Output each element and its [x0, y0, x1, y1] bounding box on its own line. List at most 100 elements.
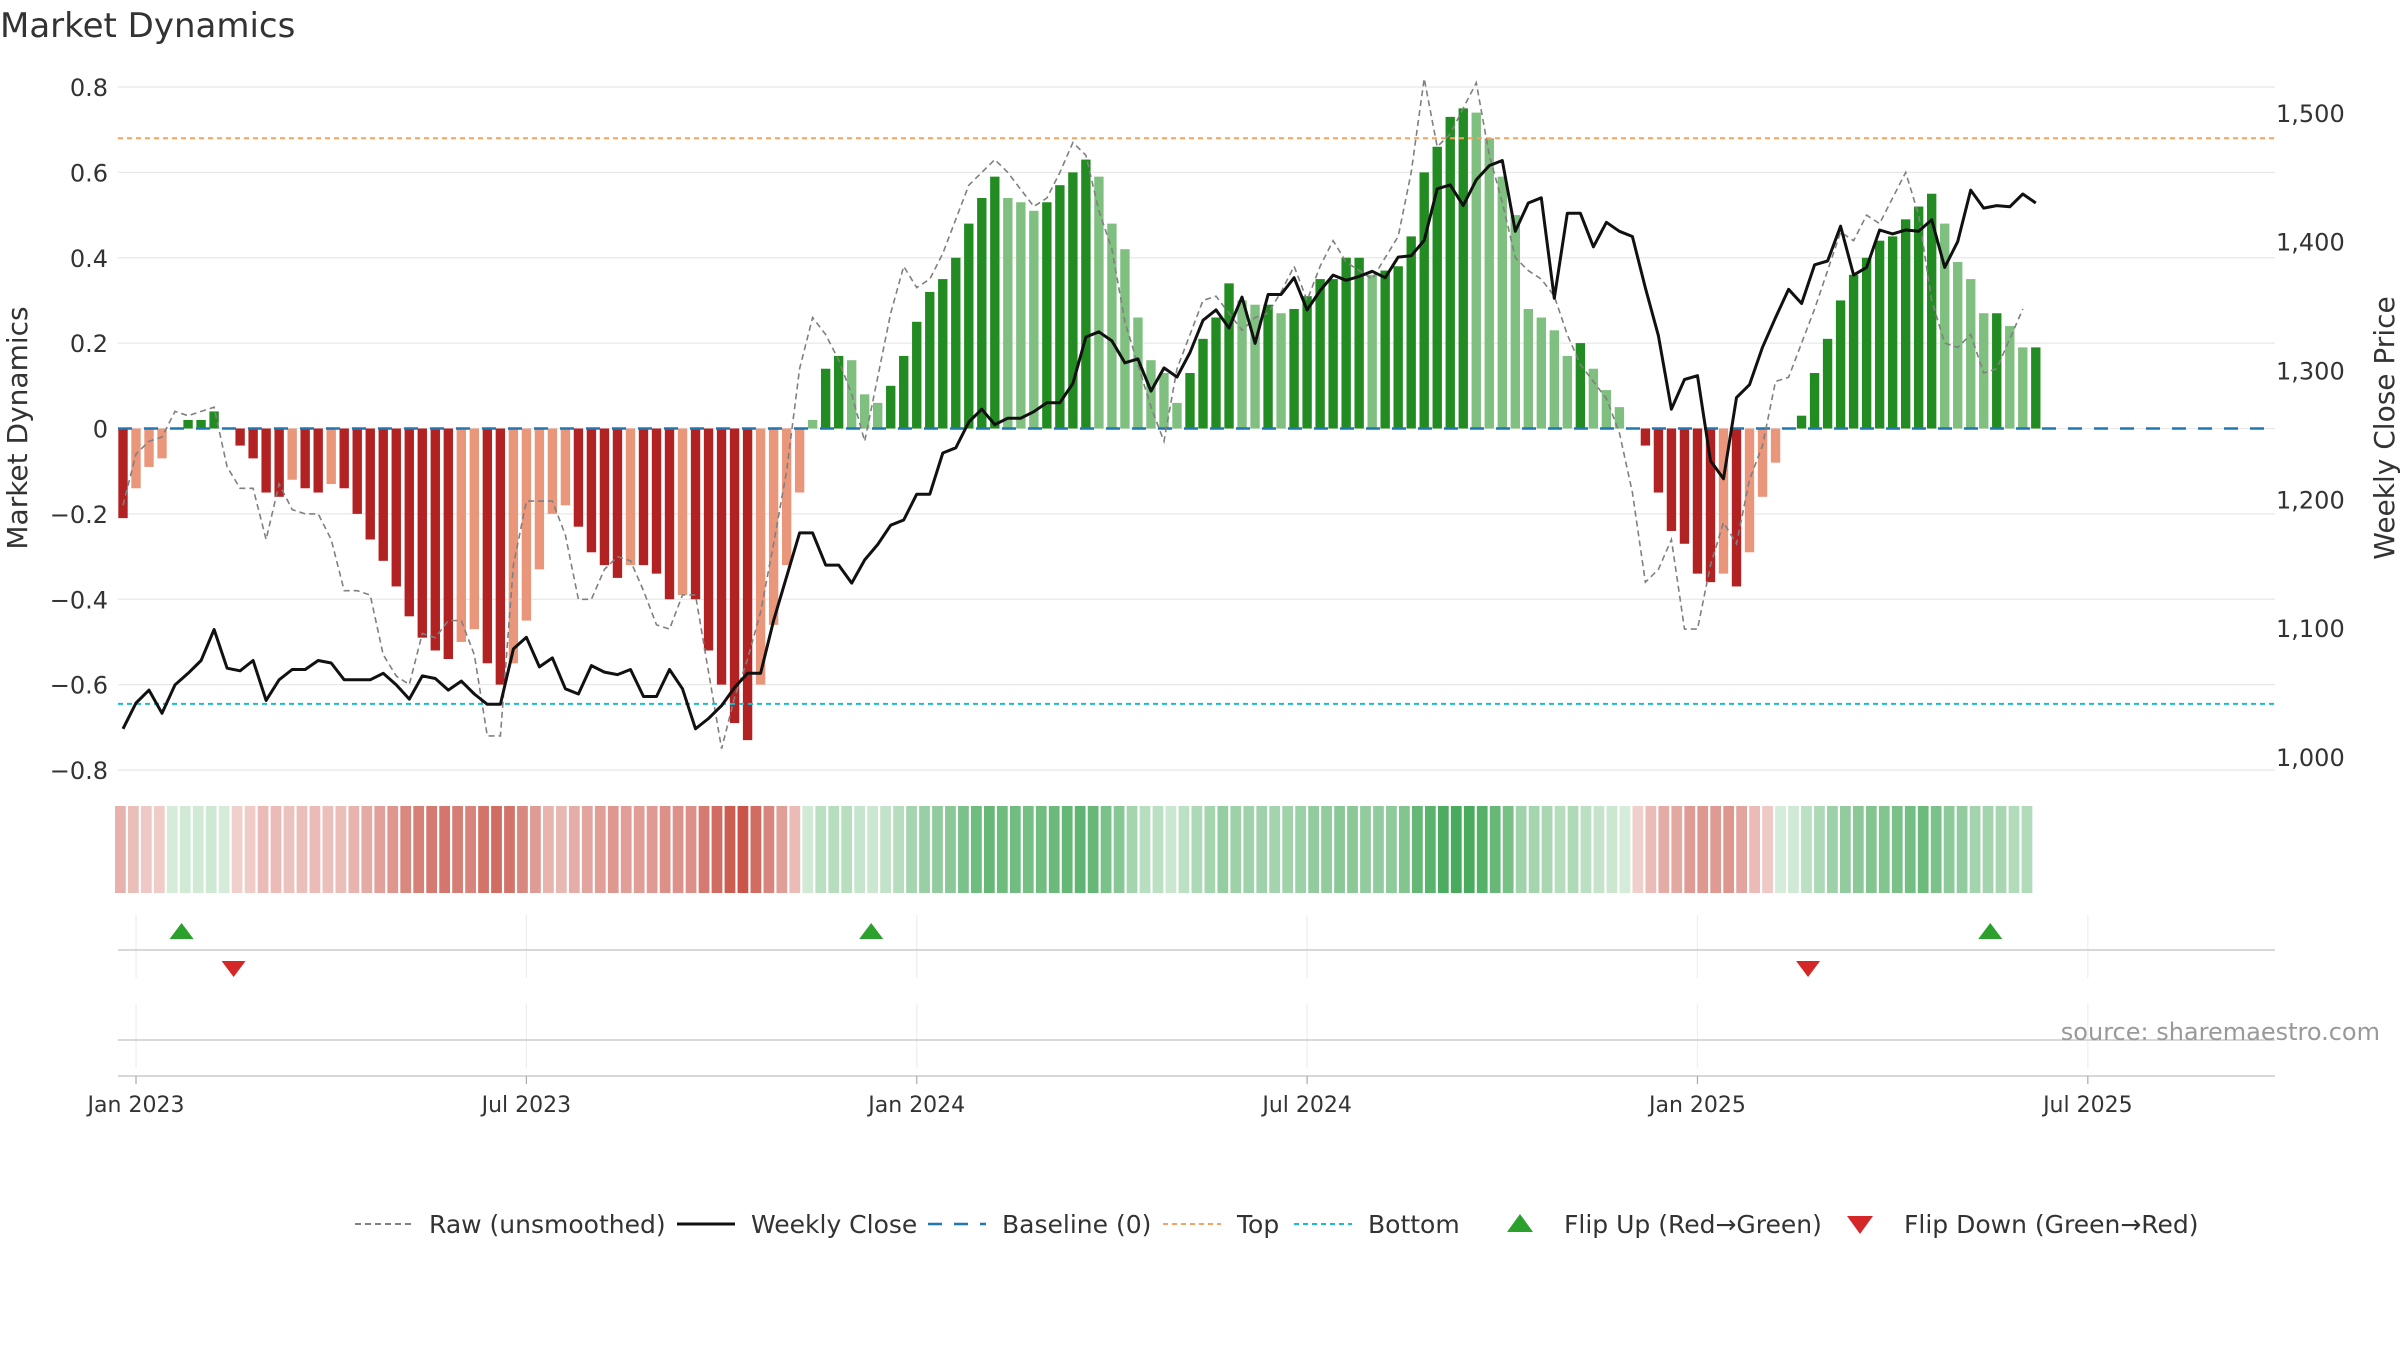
regime-cell [1463, 806, 1475, 893]
regime-cell [983, 806, 995, 893]
regime-cell [504, 806, 515, 893]
regime-cell [880, 806, 891, 893]
legend-label: Flip Up (Red→Green) [1564, 1210, 1822, 1239]
regime-cell [1035, 806, 1047, 893]
regime-cell [153, 806, 165, 893]
momentum-bar [768, 428, 779, 625]
momentum-bars [118, 108, 2041, 741]
regime-cell [1347, 806, 1358, 893]
momentum-bar [899, 355, 909, 429]
regime-cell [296, 806, 308, 893]
momentum-bar [1666, 428, 1677, 531]
regime-cell [1593, 806, 1605, 893]
regime-cell [1814, 806, 1825, 893]
momentum-bar [716, 428, 727, 685]
regime-cell [958, 806, 969, 893]
legend-label: Weekly Close [751, 1210, 917, 1239]
momentum-bar [157, 428, 167, 459]
momentum-bar [1822, 338, 1833, 429]
y-left-tick-label: −0.2 [50, 501, 108, 529]
regime-cell [1243, 806, 1255, 893]
momentum-bar [1601, 390, 1612, 429]
momentum-bar [248, 428, 258, 459]
regime-cell [543, 806, 554, 893]
momentum-bar [1406, 236, 1416, 429]
legend-item: Baseline (0) [928, 1210, 1151, 1239]
momentum-bar [1796, 415, 1807, 429]
y-left-tick-label: −0.4 [50, 586, 108, 614]
flip-up-marker [169, 923, 194, 939]
momentum-bar [235, 428, 245, 446]
momentum-bar [1575, 343, 1586, 429]
momentum-bar [2018, 347, 2028, 429]
regime-cell [789, 806, 801, 893]
momentum-bar [651, 428, 662, 574]
momentum-bar [833, 355, 844, 429]
y-left-tick-label: 0.4 [70, 245, 108, 273]
momentum-bar [534, 428, 545, 570]
regime-cell [906, 806, 917, 893]
momentum-bar [560, 428, 571, 506]
regime-cell [413, 806, 425, 893]
momentum-bar [1276, 313, 1286, 429]
regime-cell [1165, 806, 1177, 893]
momentum-bar [1614, 407, 1625, 429]
momentum-bar [599, 428, 610, 566]
regime-cell [1334, 806, 1345, 893]
momentum-bar [1133, 317, 1143, 429]
flip-down-marker [1796, 961, 1821, 977]
momentum-bar [1029, 210, 1039, 429]
regime-cell [971, 806, 982, 893]
axes: 0.8 0.6 0.4 0.2 0 −0.2 −0.4 −0.6 −0.8 1,500 1,400 1… [50, 74, 2345, 785]
regime-cell [1386, 806, 1397, 893]
momentum-bar [1250, 304, 1260, 429]
regime-cell [478, 806, 489, 893]
momentum-bar [886, 385, 896, 429]
regime-cell [231, 806, 243, 893]
momentum-bar [1640, 428, 1651, 446]
regime-cell [205, 806, 217, 893]
regime-cell [581, 806, 593, 893]
regime-cell [1191, 806, 1203, 893]
regime-cell [1411, 806, 1423, 893]
momentum-bar [1198, 338, 1208, 429]
momentum-bar [951, 257, 961, 429]
regime-cell [724, 806, 736, 893]
regime-cell [633, 806, 645, 893]
regime-cell [1878, 806, 1890, 893]
regime-cell [1658, 806, 1670, 893]
momentum-bar [1419, 172, 1429, 429]
regime-cell [335, 806, 347, 893]
momentum-bar [873, 402, 883, 429]
regime-cell [1736, 806, 1748, 893]
regime-cell [439, 806, 451, 893]
x-tick-label: Jan 2023 [86, 1093, 185, 1118]
momentum-bar [938, 279, 948, 429]
regime-cell [996, 806, 1008, 893]
momentum-bar [430, 428, 440, 651]
x-tick-label: Jul 2023 [480, 1093, 572, 1118]
momentum-bar [469, 428, 480, 630]
momentum-bar [1757, 428, 1768, 497]
momentum-bar [1328, 279, 1338, 429]
momentum-bar [1588, 368, 1599, 429]
regime-cell [530, 806, 541, 893]
legend: Raw (unsmoothed) Weekly Close Baseline (0)… [355, 1210, 2199, 1239]
legend-label: Baseline (0) [1002, 1210, 1151, 1239]
legend-label: Top [1236, 1210, 1279, 1239]
momentum-bar [287, 428, 297, 480]
regime-cell [179, 806, 191, 893]
regime-cell [1373, 806, 1384, 893]
momentum-bar [1692, 428, 1703, 574]
momentum-bar [118, 428, 128, 519]
momentum-bar [1874, 240, 1885, 429]
momentum-bar [1042, 202, 1052, 429]
momentum-bar [1003, 197, 1013, 429]
momentum-bar [521, 428, 532, 621]
raw-series [122, 78, 2024, 749]
momentum-bar [807, 419, 818, 429]
regime-cell [1839, 806, 1851, 893]
momentum-bar [1653, 428, 1664, 493]
flip-panel [118, 915, 2275, 1068]
